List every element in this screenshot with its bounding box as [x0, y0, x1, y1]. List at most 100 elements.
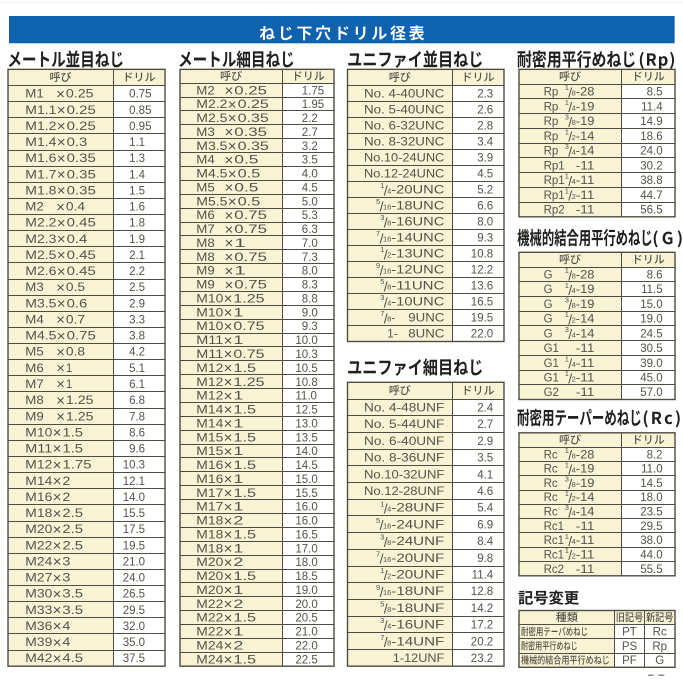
svg-text:9.3: 9.3	[302, 321, 318, 333]
svg-text:M1.4: M1.4	[25, 137, 57, 149]
svg-text:×: ×	[224, 443, 233, 460]
svg-text:8: 8	[572, 272, 576, 281]
svg-text:/: /	[384, 534, 388, 550]
svg-text:×: ×	[56, 199, 65, 216]
svg-text:2: 2	[572, 133, 576, 142]
svg-text:PF: PF	[622, 655, 637, 667]
svg-text:0.35: 0.35	[67, 169, 96, 181]
svg-text:0.75: 0.75	[233, 321, 264, 333]
svg-text:1: 1	[380, 245, 384, 254]
svg-text:M8: M8	[196, 252, 215, 264]
svg-text:-11: -11	[576, 387, 595, 399]
svg-text:8.6: 8.6	[647, 270, 663, 282]
svg-text:M16: M16	[196, 460, 223, 472]
svg-text:16.0: 16.0	[295, 516, 317, 528]
svg-text:/: /	[384, 617, 388, 633]
svg-text:9.3: 9.3	[477, 233, 493, 245]
svg-text:3.4: 3.4	[477, 137, 494, 149]
svg-text:×: ×	[57, 328, 66, 345]
svg-text:No. 8-36UNF: No. 8-36UNF	[364, 453, 444, 465]
svg-text:24.0: 24.0	[123, 573, 145, 585]
svg-text:2: 2	[233, 557, 243, 569]
svg-text:1.5: 1.5	[129, 185, 145, 197]
svg-text:M27: M27	[25, 573, 52, 585]
svg-text:Rp: Rp	[544, 87, 559, 99]
svg-text:2: 2	[572, 375, 576, 384]
svg-text:1: 1	[565, 354, 569, 363]
svg-text:No. 8-32UNC: No. 8-32UNC	[364, 137, 444, 149]
svg-text:-18UNC: -18UNC	[391, 201, 444, 213]
svg-text:2.5: 2.5	[62, 508, 83, 520]
svg-text:×: ×	[57, 296, 66, 313]
svg-text:×: ×	[225, 277, 234, 294]
svg-text:No. 6-40UNF: No. 6-40UNF	[364, 436, 444, 448]
svg-text:M3.5: M3.5	[25, 298, 56, 310]
svg-text:6.3: 6.3	[302, 224, 318, 236]
svg-text:×: ×	[224, 541, 233, 558]
svg-text:-11: -11	[576, 205, 595, 217]
svg-text:11.5: 11.5	[641, 284, 663, 296]
svg-text:×: ×	[224, 485, 233, 502]
svg-text:5.4: 5.4	[477, 503, 494, 515]
svg-text:/: /	[568, 547, 572, 563]
svg-text:0.3: 0.3	[67, 137, 88, 149]
svg-text:×: ×	[53, 554, 62, 571]
svg-text:/: /	[380, 517, 384, 533]
svg-text:M20: M20	[196, 571, 223, 583]
svg-text:0.25: 0.25	[234, 85, 267, 97]
svg-text:/: /	[380, 551, 384, 567]
svg-text:8: 8	[387, 315, 391, 324]
svg-text:M2.5: M2.5	[196, 113, 227, 125]
svg-text:23.5: 23.5	[640, 507, 662, 519]
svg-text:16: 16	[383, 203, 391, 212]
svg-text:0.85: 0.85	[129, 105, 151, 117]
svg-text:2.9: 2.9	[129, 298, 145, 310]
svg-text:13.6: 13.6	[471, 281, 493, 293]
svg-text:18.6: 18.6	[640, 131, 662, 143]
svg-text:10.0: 10.0	[295, 335, 317, 347]
svg-text:M4: M4	[196, 155, 215, 167]
svg-text:1.3: 1.3	[129, 153, 145, 165]
svg-text:-10UNC: -10UNC	[391, 297, 444, 309]
svg-text:×: ×	[228, 138, 237, 155]
svg-text:-14: -14	[576, 492, 595, 504]
svg-text:-14: -14	[576, 131, 595, 143]
svg-text:×: ×	[224, 582, 233, 599]
svg-text:-19: -19	[576, 116, 595, 128]
svg-text:1.95: 1.95	[302, 99, 324, 111]
svg-text:/: /	[568, 311, 572, 327]
svg-text:×: ×	[56, 409, 65, 426]
svg-text:/: /	[380, 262, 384, 278]
svg-text:-16UNF: -16UNF	[391, 620, 444, 632]
svg-text:1: 1	[233, 446, 243, 458]
svg-text:M14: M14	[196, 405, 224, 417]
svg-text:30.5: 30.5	[640, 343, 662, 355]
svg-text:×: ×	[228, 194, 237, 211]
svg-text:7: 7	[376, 229, 380, 238]
svg-text:×: ×	[56, 360, 65, 377]
svg-text:×: ×	[224, 374, 233, 391]
svg-text:M22: M22	[196, 627, 223, 639]
svg-text:M24: M24	[196, 654, 224, 666]
svg-text:×: ×	[56, 392, 65, 409]
svg-text:2.5: 2.5	[129, 282, 145, 294]
svg-text:15.5: 15.5	[295, 488, 317, 500]
svg-text:M4: M4	[25, 315, 44, 327]
svg-text:1.25: 1.25	[233, 377, 264, 389]
svg-text:M2: M2	[25, 202, 44, 214]
svg-text:1: 1	[234, 266, 246, 278]
svg-text:6.9: 6.9	[477, 519, 493, 531]
svg-text:0.75: 0.75	[234, 252, 267, 264]
svg-text:15.0: 15.0	[295, 474, 317, 486]
svg-text:Rc: Rc	[544, 449, 558, 461]
svg-text:4.2: 4.2	[129, 347, 145, 359]
svg-text:Rp: Rp	[544, 101, 559, 113]
svg-text:M20: M20	[25, 524, 52, 536]
svg-text:/: /	[568, 84, 572, 100]
svg-text:0.5: 0.5	[234, 155, 258, 167]
svg-text:55.5: 55.5	[640, 564, 662, 576]
svg-text:M9: M9	[25, 411, 44, 423]
svg-text:0.5: 0.5	[238, 169, 261, 181]
svg-text:0.4: 0.4	[67, 234, 88, 246]
svg-text:/: /	[384, 567, 388, 583]
